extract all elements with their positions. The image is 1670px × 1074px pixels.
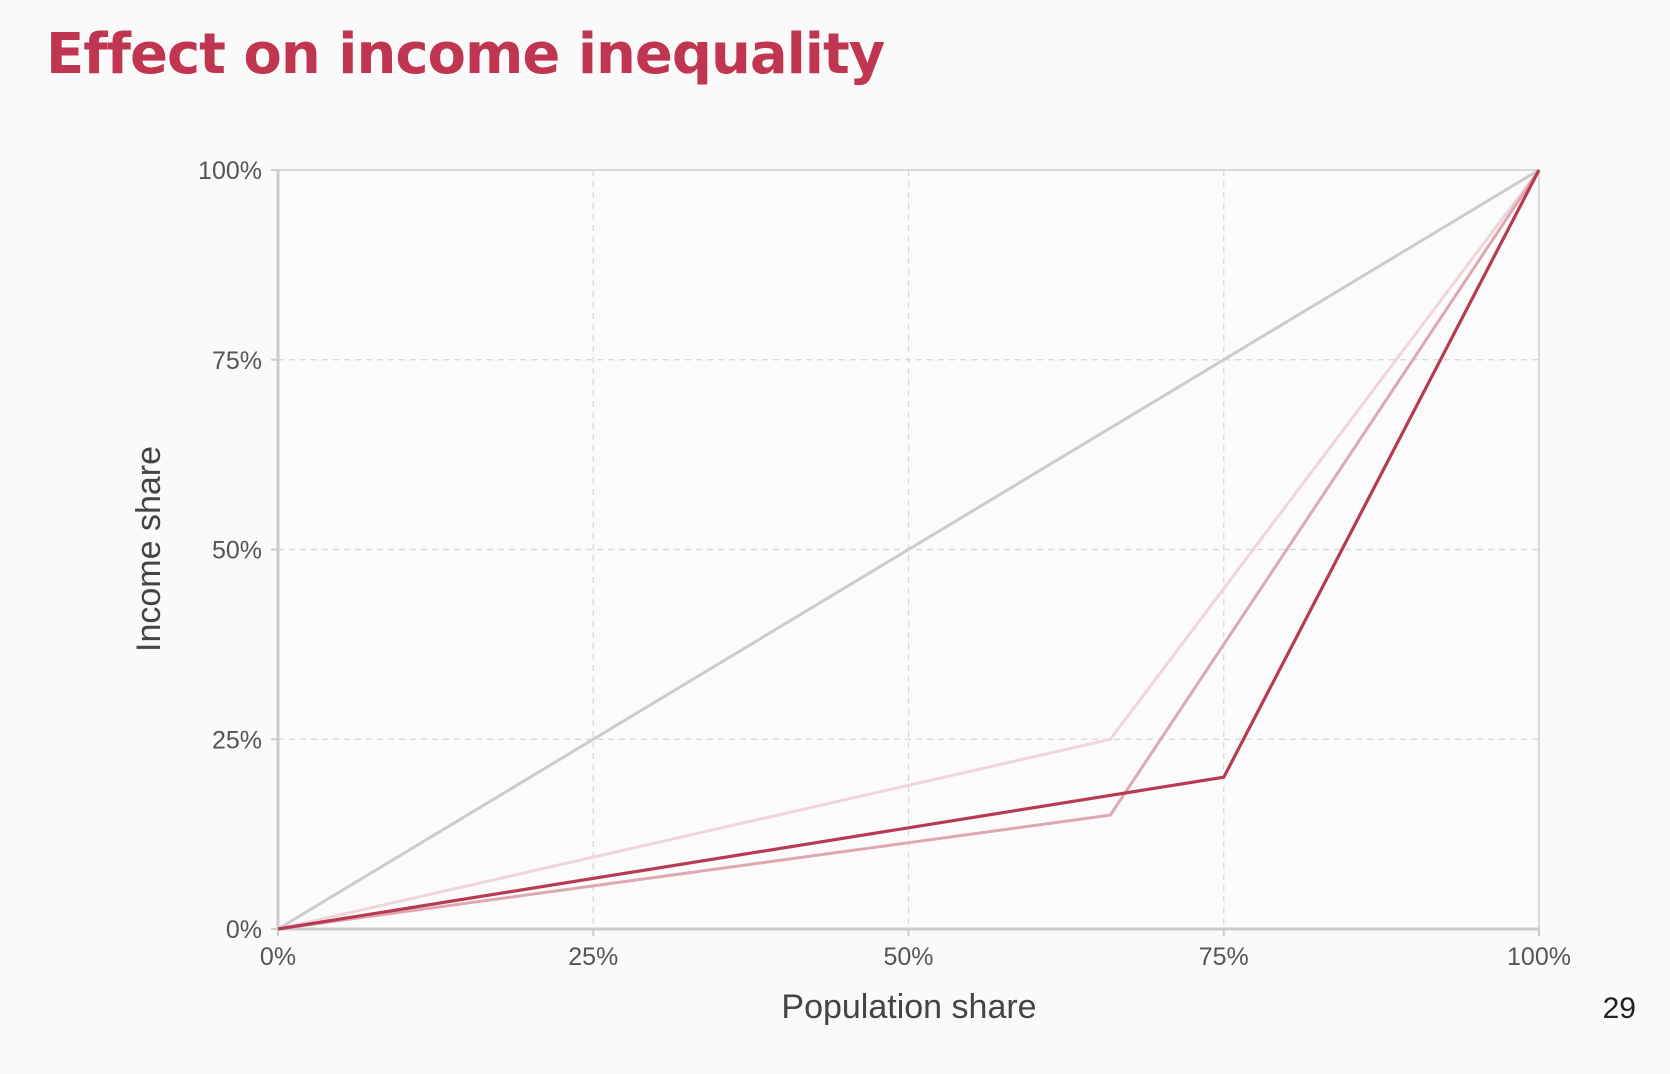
series-line-1	[277, 168, 1540, 931]
series-line-2	[277, 169, 1541, 931]
y-axis-title: Income share	[130, 446, 168, 652]
y-tick-label: 0%	[226, 916, 262, 944]
x-tick-label: 50%	[883, 943, 933, 971]
series-lines	[277, 168, 1541, 931]
x-axis-title: Population share	[781, 988, 1036, 1026]
tick-labels: 0% 25% 50% 75% 100% 0% 25% 50% 75% 100%	[198, 157, 1571, 971]
page-number: 29	[1602, 992, 1636, 1025]
series-line-3	[277, 169, 1541, 931]
x-tick-label: 0%	[260, 943, 296, 971]
x-tick-label: 75%	[1199, 943, 1249, 971]
axes	[271, 169, 1540, 936]
x-tick-label: 100%	[1507, 943, 1571, 971]
y-tick-label: 25%	[212, 726, 262, 754]
y-tick-label: 50%	[212, 537, 262, 565]
slide-title: Effect on income inequality	[46, 22, 885, 87]
y-tick-label: 100%	[198, 157, 262, 185]
y-tick-label: 75%	[212, 347, 262, 375]
series-line-4	[277, 169, 1541, 931]
x-tick-label: 25%	[568, 943, 618, 971]
